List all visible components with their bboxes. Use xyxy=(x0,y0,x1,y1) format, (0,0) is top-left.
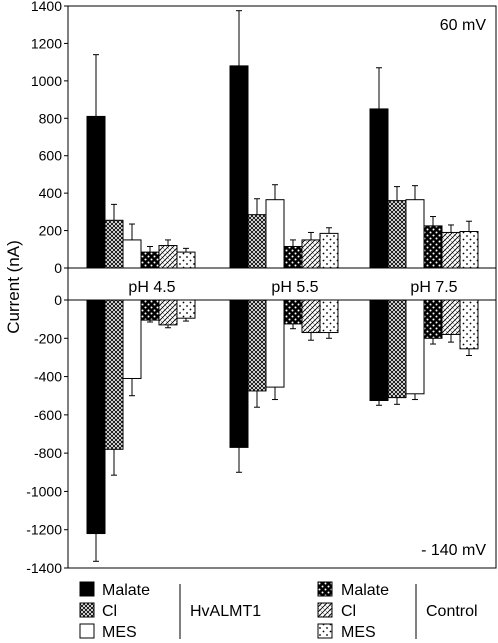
y-tick-label: 1000 xyxy=(31,73,62,89)
bar-60mv-control-malate xyxy=(423,225,443,269)
legend-label-hvalmt1-mes: MES xyxy=(102,624,137,641)
y-tick-label: 0 xyxy=(54,292,62,308)
bar-minus-140mv-hvalmt1-cl xyxy=(387,299,407,399)
plot-frame xyxy=(67,5,497,569)
y-tick-label: -800 xyxy=(34,445,62,461)
annotation-60mv: 60 mV xyxy=(440,17,487,34)
bar-60mv-control-cl xyxy=(301,239,321,269)
legend-label-hvalmt1-malate: Malate xyxy=(102,582,150,599)
annotation-minus-140mv: - 140 mV xyxy=(421,542,486,559)
y-tick-label: -400 xyxy=(34,369,62,385)
legend-label-control-malate: Malate xyxy=(341,582,389,599)
legend-swatch-control-malate xyxy=(317,581,333,597)
bar-minus-140mv-control-malate xyxy=(140,299,160,321)
category-label-ph45: pH 4.5 xyxy=(128,279,175,296)
bar-minus-140mv-hvalmt1-mes xyxy=(405,299,425,395)
bar-60mv-hvalmt1-malate xyxy=(229,65,249,269)
legend-label-control-cl: Cl xyxy=(341,603,356,620)
y-tick-label: -600 xyxy=(34,407,62,423)
category-label-ph55: pH 5.5 xyxy=(271,279,318,296)
y-tick-label: -200 xyxy=(34,330,62,346)
bar-60mv-control-cl xyxy=(158,245,178,269)
bar-minus-140mv-hvalmt1-mes xyxy=(265,299,285,388)
bar-60mv-hvalmt1-cl xyxy=(104,219,124,269)
bar-60mv-hvalmt1-mes xyxy=(122,239,142,269)
y-tick-label: -1000 xyxy=(26,483,62,499)
bar-minus-140mv-control-malate xyxy=(423,299,443,339)
legend-group-control: Control xyxy=(426,603,478,620)
legend-swatch-control-mes xyxy=(317,623,333,639)
bar-minus-140mv-hvalmt1-malate xyxy=(369,299,389,401)
legend-swatch-control-cl xyxy=(317,602,333,618)
y-tick-label: -1200 xyxy=(26,522,62,538)
bar-minus-140mv-hvalmt1-malate xyxy=(86,299,106,535)
bar-minus-140mv-control-malate xyxy=(283,299,303,325)
bar-60mv-hvalmt1-mes xyxy=(405,199,425,269)
bar-60mv-hvalmt1-malate xyxy=(369,108,389,269)
bar-series xyxy=(86,10,479,562)
y-axis: 1400 1200 1000 800 600 400 200 0 0 -200 -400 -600 -8… xyxy=(26,0,68,576)
y-tick-label: 200 xyxy=(39,223,63,239)
bar-minus-140mv-control-mes xyxy=(319,299,339,334)
y-tick-label: 1200 xyxy=(31,35,62,51)
bar-minus-140mv-hvalmt1-cl xyxy=(104,299,124,450)
bar-minus-140mv-control-mes xyxy=(176,299,196,319)
bar-60mv-hvalmt1-mes xyxy=(265,199,285,269)
bar-60mv-hvalmt1-cl xyxy=(387,200,407,269)
bar-minus-140mv-hvalmt1-cl xyxy=(247,299,267,392)
bar-60mv-control-mes xyxy=(176,251,196,269)
legend-group-hvalmt1: HvALMT1 xyxy=(190,603,261,620)
legend: Malate Cl MES HvALMT1 Malate Cl MES Cont… xyxy=(79,581,478,641)
bar-60mv-hvalmt1-malate xyxy=(86,115,106,269)
bar-60mv-control-malate xyxy=(140,251,160,269)
y-tick-label: 800 xyxy=(39,110,63,126)
bar-60mv-control-mes xyxy=(459,231,479,269)
legend-swatch-hvalmt1-mes xyxy=(79,623,95,639)
bar-minus-140mv-control-mes xyxy=(459,299,479,350)
bar-60mv-control-cl xyxy=(441,231,461,269)
bar-60mv-hvalmt1-cl xyxy=(247,214,267,269)
bar-minus-140mv-hvalmt1-malate xyxy=(229,299,249,448)
bar-minus-140mv-control-cl xyxy=(158,299,178,326)
y-tick-label: 400 xyxy=(39,185,63,201)
bar-60mv-control-malate xyxy=(283,245,303,269)
bar-minus-140mv-control-cl xyxy=(301,299,321,334)
legend-swatch-hvalmt1-cl xyxy=(79,602,95,618)
y-tick-label: 600 xyxy=(39,148,63,164)
bar-60mv-control-mes xyxy=(319,232,339,269)
legend-label-control-mes: MES xyxy=(341,624,376,641)
category-label-ph75: pH 7.5 xyxy=(410,279,457,296)
y-tick-label: 1400 xyxy=(31,0,62,14)
y-axis-label: Current (nA) xyxy=(4,240,23,334)
bar-minus-140mv-hvalmt1-mes xyxy=(122,299,142,379)
legend-swatch-hvalmt1-malate xyxy=(79,581,95,597)
legend-label-hvalmt1-cl: Cl xyxy=(102,603,117,620)
bar-minus-140mv-control-cl xyxy=(441,299,461,335)
y-tick-label: 0 xyxy=(54,260,62,276)
y-tick-label: -1400 xyxy=(26,560,62,576)
